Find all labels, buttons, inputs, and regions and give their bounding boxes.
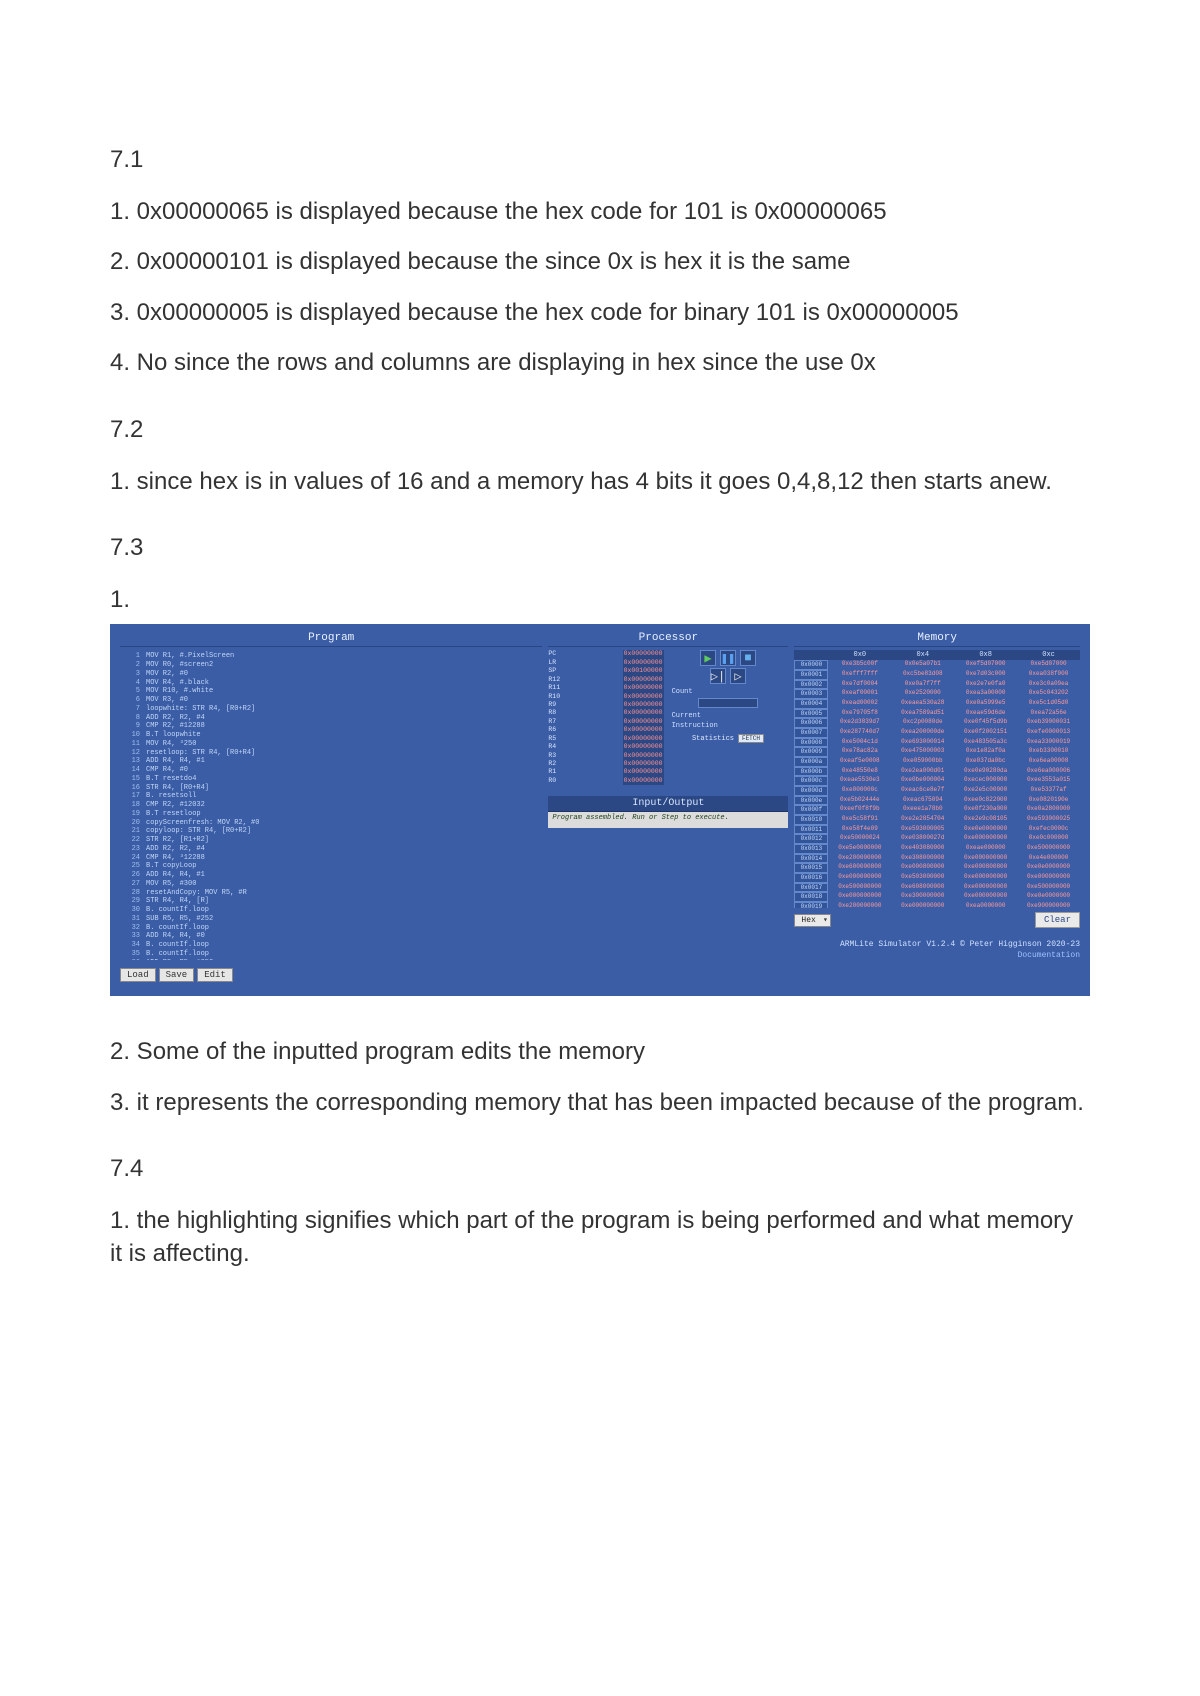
count-label: Count [668, 688, 789, 696]
memory-format-select[interactable]: Hex [794, 914, 830, 927]
statistics-label: Statistics [692, 735, 734, 743]
answer-7-1-1: 1. 0x00000065 is displayed because the h… [110, 196, 1090, 228]
section-7-3-heading: 7.3 [110, 534, 1090, 562]
answer-7-3-2: 2. Some of the inputted program edits th… [110, 1036, 1090, 1068]
fetch-button[interactable]: FETCH [738, 734, 764, 743]
answer-7-1-4: 4. No since the rows and columns are dis… [110, 347, 1090, 379]
current-label: Current [668, 712, 789, 720]
processor-panel: Processor PC0x00000000LR0x00000000SP0x00… [548, 632, 788, 960]
save-button[interactable]: Save [159, 968, 195, 982]
io-message: Program assembled. Run or Step to execut… [548, 812, 788, 828]
answer-7-3-3: 3. it represents the corresponding memor… [110, 1087, 1090, 1119]
memory-panel: Memory 0x00x40x80xc 0x00000xe3b5c00f0x0e… [794, 632, 1080, 960]
controls: ▶ ❚❚ ■ ▷| ▷ Count Current Instruction [668, 650, 789, 790]
answer-7-2-1: 1. since hex is in values of 16 and a me… [110, 466, 1090, 498]
instruction-label: Instruction [668, 722, 789, 730]
simulator-credit: ARMLite Simulator V1.2.4 © Peter Higgins… [794, 940, 1080, 949]
memory-header: 0x00x40x80xc [794, 650, 1080, 660]
stop-icon[interactable]: ■ [740, 650, 756, 666]
registers-list: PC0x00000000LR0x00000000SP0x00100000R120… [548, 650, 663, 790]
clear-button[interactable]: Clear [1035, 912, 1080, 928]
memory-body: 0x00000xe3b5c00f0x0e5a07b10xef5d070000xe… [794, 660, 1080, 908]
memory-title: Memory [794, 632, 1080, 647]
io-panel: Input/Output Program assembled. Run or S… [548, 796, 788, 828]
program-listing: 1MOV R1, #.PixelScreen2MOV R0, #screen23… [120, 650, 542, 960]
step-over-icon[interactable]: ▷| [710, 668, 726, 684]
play-icon[interactable]: ▶ [700, 650, 716, 666]
count-field[interactable] [698, 698, 758, 708]
section-7-4-heading: 7.4 [110, 1155, 1090, 1183]
step-icon[interactable]: ▷ [730, 668, 746, 684]
program-panel: Program 1MOV R1, #.PixelScreen2MOV R0, #… [120, 632, 542, 960]
answer-7-1-3: 3. 0x00000005 is displayed because the h… [110, 297, 1090, 329]
pause-icon[interactable]: ❚❚ [720, 650, 736, 666]
answer-7-4-1: 1. the highlighting signifies which part… [110, 1205, 1090, 1270]
io-title: Input/Output [548, 796, 788, 812]
edit-button[interactable]: Edit [197, 968, 233, 982]
section-7-2-heading: 7.2 [110, 416, 1090, 444]
answer-7-1-2: 2. 0x00000101 is displayed because the s… [110, 246, 1090, 278]
answer-7-3-1: 1. [110, 584, 1090, 616]
section-7-1-heading: 7.1 [110, 146, 1090, 174]
program-title: Program [120, 632, 542, 647]
documentation-link[interactable]: Documentation [794, 951, 1080, 960]
load-button[interactable]: Load [120, 968, 156, 982]
processor-title: Processor [548, 632, 788, 647]
simulator-screenshot: Program 1MOV R1, #.PixelScreen2MOV R0, #… [110, 624, 1090, 996]
